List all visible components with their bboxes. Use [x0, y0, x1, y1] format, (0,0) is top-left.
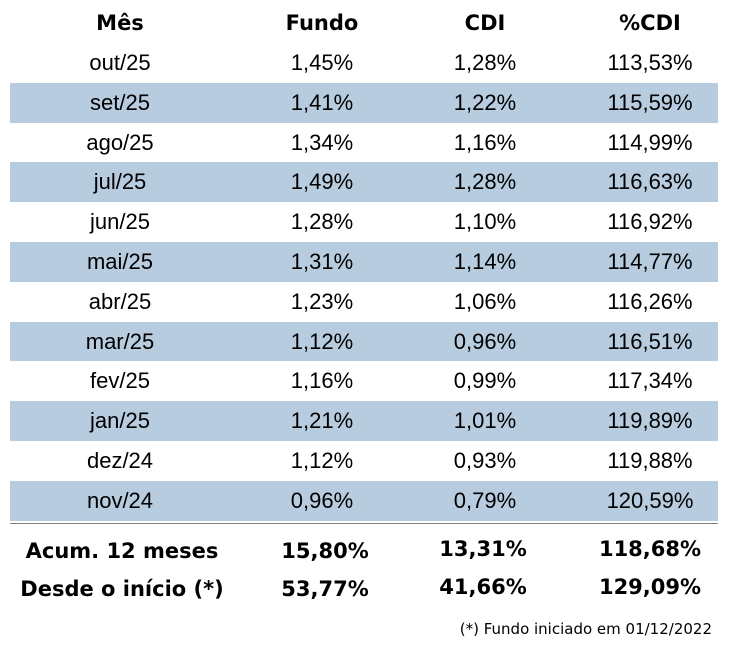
table-cell: 1,10% — [453, 209, 517, 235]
summary-cell: Desde o início (*) — [20, 577, 224, 601]
table-cell: 0,96% — [290, 487, 354, 513]
table-cell: 1,28% — [453, 50, 517, 75]
table-cell: 1,49% — [290, 169, 354, 195]
row-stripe — [10, 401, 718, 441]
table-cell: ago/25 — [86, 129, 154, 155]
header-cell: Mês — [96, 11, 144, 35]
row-stripe — [10, 242, 718, 282]
table-cell: jun/25 — [90, 209, 150, 235]
header-cell: %CDI — [619, 11, 681, 35]
table-cell: out/25 — [89, 50, 151, 75]
table-cell: 1,01% — [453, 408, 517, 434]
table-cell: 1,23% — [290, 288, 354, 314]
summary-cell: 41,66% — [439, 575, 527, 599]
summary-cell: 129,09% — [598, 575, 702, 599]
summary-cell: 118,68% — [598, 537, 702, 561]
table-cell: fev/25 — [90, 368, 150, 394]
table-cell: 1,12% — [290, 328, 354, 354]
table-cell: 1,22% — [453, 89, 517, 115]
table-cell: 117,34% — [607, 368, 693, 394]
table-cell: 1,16% — [453, 129, 517, 155]
footnote: (*) Fundo iniciado em 01/12/2022 — [459, 620, 712, 638]
summary-cell: 13,31% — [439, 537, 527, 561]
table-cell: 0,93% — [453, 448, 517, 473]
header-cell: Fundo — [285, 11, 359, 35]
table-cell: dez/24 — [86, 448, 154, 473]
table-cell: jul/25 — [93, 169, 147, 195]
row-stripe — [10, 321, 718, 362]
table-cell: 120,59% — [606, 487, 694, 513]
table-cell: abr/25 — [88, 288, 152, 314]
table-cell: 116,63% — [607, 169, 693, 195]
table-cell: 1,34% — [290, 129, 354, 155]
table-cell: 1,45% — [290, 50, 354, 75]
table-cell: nov/24 — [86, 487, 154, 513]
table-cell: 116,26% — [607, 288, 693, 314]
table-cell: 114,77% — [607, 249, 693, 274]
row-stripe — [10, 82, 718, 123]
table-cell: 0,79% — [453, 487, 517, 513]
table-cell: 0,99% — [453, 368, 517, 394]
row-stripe — [10, 162, 718, 203]
table-cell: 1,41% — [290, 89, 354, 115]
table-cell: 0,96% — [453, 328, 517, 354]
table-cell: 115,59% — [607, 89, 693, 115]
table-cell: set/25 — [90, 89, 150, 115]
table-cell: 1,28% — [453, 169, 517, 195]
table-cell: mai/25 — [86, 249, 154, 274]
summary-cell: 53,77% — [281, 577, 369, 601]
table-cell: 119,89% — [607, 408, 693, 434]
table-cell: 1,31% — [290, 249, 354, 274]
table-cell: 1,14% — [453, 249, 517, 274]
table-cell: 116,92% — [607, 209, 693, 235]
table-cell: 114,99% — [607, 129, 693, 155]
table-cell: 1,16% — [290, 368, 354, 394]
summary-cell: 15,80% — [281, 539, 369, 563]
table-cell: 119,88% — [607, 448, 693, 473]
table-cell: mar/25 — [85, 328, 155, 354]
table-cell: 113,53% — [607, 50, 693, 75]
table-cell: 1,12% — [290, 448, 354, 473]
divider — [10, 523, 718, 524]
table-cell: 1,06% — [453, 288, 517, 314]
header-cell: CDI — [464, 11, 506, 35]
row-stripe — [10, 480, 718, 521]
table-cell: 1,28% — [290, 209, 354, 235]
summary-cell: Acum. 12 meses — [25, 539, 219, 563]
table-cell: jan/25 — [90, 408, 150, 434]
table-cell: 116,51% — [607, 328, 693, 354]
table-cell: 1,21% — [290, 408, 354, 434]
